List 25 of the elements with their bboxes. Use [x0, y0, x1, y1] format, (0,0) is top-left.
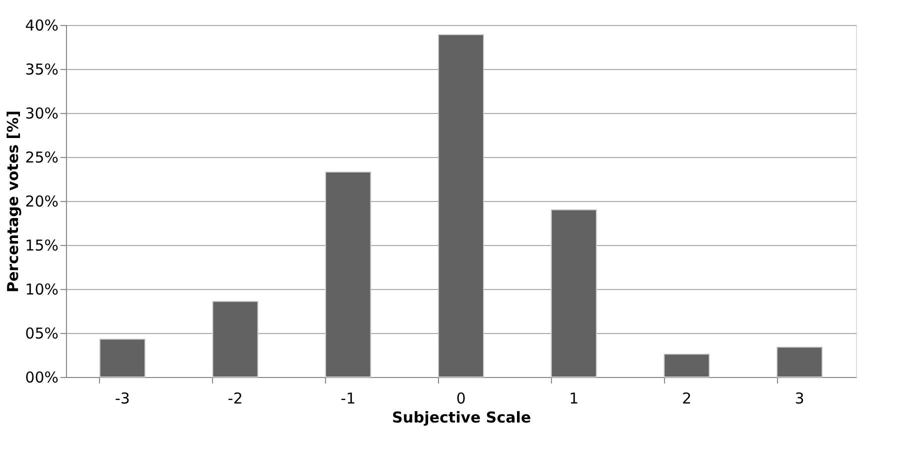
y-tick-label: 05% [25, 324, 58, 342]
y-tick-label: 40% [25, 16, 58, 34]
bar [325, 171, 372, 378]
y-tick-label: 30% [25, 104, 58, 122]
y-tick-label: 10% [25, 280, 58, 298]
y-tick-label: 35% [25, 60, 58, 78]
x-tick-label: 2 [682, 390, 692, 408]
bar [99, 338, 146, 378]
y-tick-label: 25% [25, 148, 58, 166]
x-tick-label: 3 [794, 390, 804, 408]
x-tick-label: 0 [456, 390, 466, 408]
bar [664, 354, 710, 378]
bar [550, 209, 597, 378]
bar [438, 34, 484, 378]
y-tick-label: 15% [25, 236, 58, 254]
x-tick-label: -3 [114, 390, 130, 408]
y-axis-title: Percentage votes [%] [4, 110, 22, 293]
y-tick-label: 00% [25, 368, 58, 386]
bar [776, 346, 823, 378]
bar [212, 300, 258, 378]
x-tick-label: 1 [569, 390, 579, 408]
x-tick-label: -1 [340, 390, 356, 408]
x-axis-title: Subjective Scale [392, 408, 532, 426]
x-tick-label: -2 [228, 390, 243, 408]
y-tick-label: 20% [25, 192, 58, 210]
